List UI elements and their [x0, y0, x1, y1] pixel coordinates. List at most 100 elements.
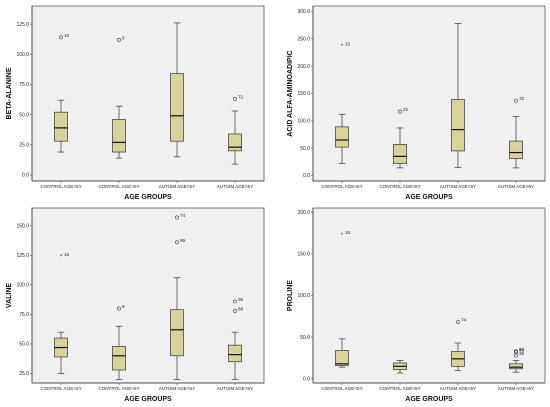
x-tick-label: AUTISM AGE>5Y: [217, 386, 253, 391]
y-tick-label: 100.0: [16, 283, 29, 289]
y-tick-label: 125.0: [16, 253, 29, 259]
x-tick-label: CONTROL AGE>5Y: [379, 386, 420, 391]
outlier-label: 74: [461, 318, 467, 323]
extreme-outlier-marker: *: [341, 233, 344, 239]
plot-area: [312, 5, 546, 182]
chart-panel-valine: 25.0 50.0 75.0 100.0 125.0 150.0 VALINE AGE GRO…: [2, 205, 267, 405]
iqr-box: [228, 133, 242, 152]
x-tick-label: AUTISM AGE>5Y: [498, 184, 534, 189]
iqr-box: [509, 363, 523, 370]
outlier-marker: [175, 215, 179, 220]
x-tick-label: CONTROL AGE>5Y: [379, 184, 420, 189]
iqr-box: [451, 99, 465, 152]
outlier-marker: [514, 98, 518, 103]
outlier-marker: [117, 306, 121, 311]
x-tick-label: AUTISM AGE<5Y: [440, 184, 476, 189]
x-axis-title: AGE GROUPS: [124, 194, 172, 201]
chart-svg-3: 0.0 50.0 100.0 150.0 200.0 PROLINE AGE GROUPS C…: [287, 207, 546, 403]
y-tick-label: 75.0: [19, 82, 29, 88]
outlier-label: 16: [345, 230, 351, 235]
plot-area: [31, 207, 265, 384]
y-tick-label: 0.0: [303, 377, 310, 383]
iqr-box: [509, 140, 523, 159]
y-tick-label: 50.0: [19, 112, 29, 118]
outlier-marker: [514, 353, 518, 358]
outlier-label: 16: [64, 33, 70, 38]
chart-panel-beta-alanine: 0.0 25.0 50.0 75.0 100.0 125.0 BETA-ALANINE AGE…: [2, 3, 267, 203]
y-axis-title: ACID ALFA-AMINOADIPIC: [287, 50, 294, 136]
chart-svg-1: 0.0 50.0 100.0 150.0 200.0 250.0 300.0 ACID ALF…: [287, 5, 546, 201]
outlier-label: 36: [519, 351, 525, 356]
iqr-box: [112, 119, 126, 153]
box-plot-0: *16: [335, 230, 351, 368]
x-tick-label: CONTROL AGE<5Y: [40, 184, 81, 189]
x-tick-label: CONTROL AGE<5Y: [321, 184, 362, 189]
box-plot-1: 9: [112, 304, 126, 380]
y-tick-label: 25.0: [19, 371, 29, 377]
x-tick-label: AUTISM AGE<5Y: [440, 386, 476, 391]
chart-svg-2: 25.0 50.0 75.0 100.0 125.0 150.0 VALINE AGE GRO…: [6, 207, 265, 403]
chart-panel-acid-alfa-aminoadipic: 0.0 50.0 100.0 150.0 200.0 250.0 300.0 ACID ALF…: [283, 3, 548, 203]
x-tick-label: AUTISM AGE<5Y: [159, 386, 195, 391]
box-plot-2: 74: [451, 318, 467, 371]
box-plot-2: [451, 23, 465, 168]
outlier-label: 74: [180, 213, 186, 218]
outlier-label: 16: [64, 252, 70, 257]
x-tick-label: AUTISM AGE<5Y: [159, 184, 195, 189]
outlier-marker: [233, 308, 237, 313]
box-plot-1: 5: [112, 35, 126, 159]
iqr-box: [112, 345, 126, 371]
outlier-label: 68: [238, 306, 244, 311]
y-axis-title: VALINE: [6, 283, 13, 308]
y-tick-label: 150.0: [297, 252, 310, 258]
box-plot-3: 72: [228, 94, 244, 165]
x-axis-title: AGE GROUPS: [405, 194, 453, 201]
box-plot-3: 72: [509, 96, 525, 169]
y-tick-label: 25.0: [19, 142, 29, 148]
y-tick-label: 100.0: [297, 119, 310, 125]
outlier-label: 64: [519, 347, 525, 352]
outlier-marker: [117, 37, 121, 42]
iqr-box: [170, 73, 184, 142]
x-tick-label: CONTROL AGE>5Y: [98, 184, 139, 189]
outlier-label: 5: [122, 35, 125, 40]
y-tick-label: 50.0: [300, 335, 310, 341]
y-tick-label: 250.0: [297, 37, 310, 43]
iqr-box: [393, 144, 407, 164]
outlier-label: 72: [519, 96, 525, 101]
chart-svg-0: 0.0 25.0 50.0 75.0 100.0 125.0 BETA-ALANINE AGE…: [6, 5, 265, 201]
y-tick-label: 150.0: [297, 91, 310, 97]
box-plot-1: 25: [393, 107, 409, 169]
chart-panel-proline: 0.0 50.0 100.0 150.0 200.0 PROLINE AGE GROUPS C…: [283, 205, 548, 405]
y-axis-title: PROLINE: [287, 280, 294, 311]
box-plot-0: 16: [54, 33, 70, 153]
x-tick-label: CONTROL AGE>5Y: [98, 386, 139, 391]
box-plot-3: 36 68: [228, 297, 244, 380]
outlier-label: 9: [122, 304, 125, 309]
plot-area: [31, 5, 265, 182]
outlier-label: 72: [238, 94, 244, 99]
x-tick-label: CONTROL AGE<5Y: [40, 386, 81, 391]
outlier-label: 16: [345, 41, 351, 46]
y-axis-title: BETA-ALANINE: [6, 67, 13, 119]
y-tick-label: 100.0: [16, 52, 29, 58]
outlier-marker: [233, 299, 237, 304]
y-tick-label: 100.0: [297, 293, 310, 299]
box-plot-2: 74 69: [170, 213, 186, 380]
outlier-label: 33: [519, 348, 525, 353]
box-plot-2: [170, 22, 184, 158]
y-tick-label: 75.0: [19, 312, 29, 318]
x-tick-label: AUTISM AGE>5Y: [217, 184, 253, 189]
outlier-marker: [59, 35, 63, 40]
extreme-outlier-marker: *: [341, 44, 344, 50]
box-plot-0: *16: [335, 41, 351, 164]
iqr-box: [335, 350, 349, 366]
outlier-marker: [456, 320, 460, 325]
outlier-label: 25: [403, 107, 409, 112]
iqr-box: [170, 309, 184, 357]
outlier-marker: [233, 97, 237, 101]
extreme-outlier-marker: *: [60, 255, 63, 261]
y-tick-label: 0.0: [22, 173, 29, 179]
iqr-box: [335, 126, 349, 148]
